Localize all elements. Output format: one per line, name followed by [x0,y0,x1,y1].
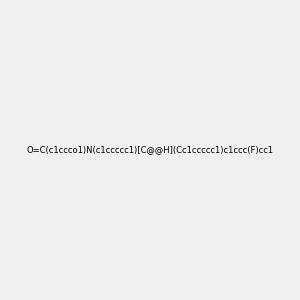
Text: O=C(c1ccco1)N(c1ccccc1)[C@@H](Cc1ccccc1)c1ccc(F)cc1: O=C(c1ccco1)N(c1ccccc1)[C@@H](Cc1ccccc1)… [26,146,274,154]
